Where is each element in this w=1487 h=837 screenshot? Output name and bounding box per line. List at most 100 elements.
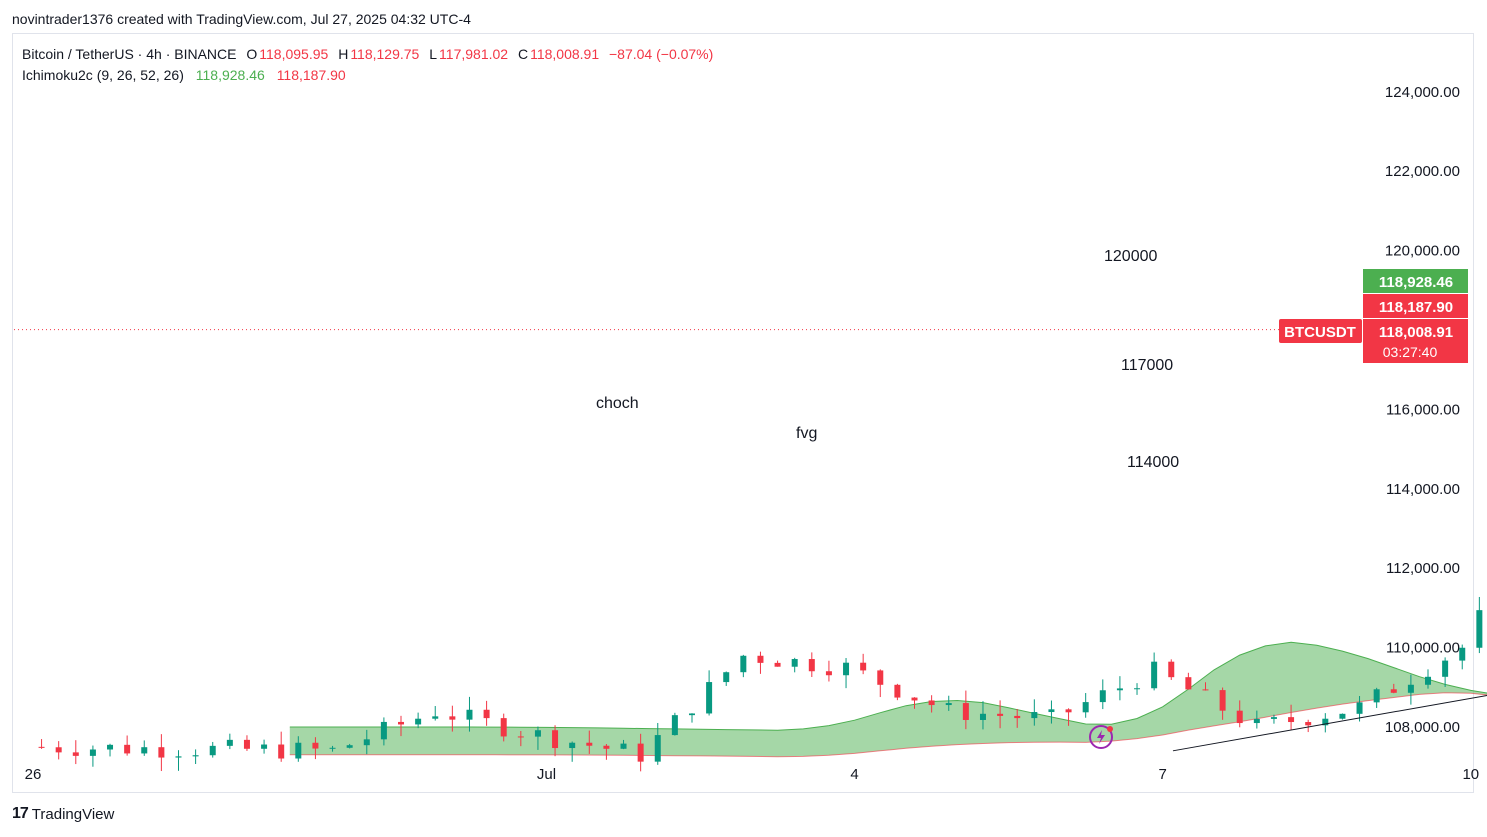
open-label: O <box>246 46 258 62</box>
candle-body <box>620 743 627 749</box>
cloud-area <box>289 642 1487 757</box>
x-tick-label: Jul <box>537 766 556 783</box>
candle-body <box>1134 688 1141 690</box>
candle-body <box>1082 702 1089 713</box>
candle-body <box>825 671 832 676</box>
y-tick-label: 108,000.00 <box>1385 719 1460 736</box>
candle-body <box>808 659 815 672</box>
close-label: C <box>517 46 529 62</box>
indicator-legend: Ichimoku2c (9, 26, 52, 26) 118,928.46 11… <box>22 67 348 83</box>
candle-body <box>757 655 764 663</box>
candle-body <box>552 730 559 749</box>
candle-body <box>979 713 986 720</box>
candle-body <box>449 716 456 720</box>
price-badges: 118,928.46 118,187.90 118,008.91 03:27:4… <box>1279 269 1468 363</box>
candle-body <box>774 662 781 667</box>
flash-icon[interactable] <box>1088 724 1114 750</box>
close-value: 118,008.91 <box>530 46 600 62</box>
candle-body <box>877 670 884 685</box>
candle-body <box>89 749 96 756</box>
countdown-text: 03:27:40 <box>1383 344 1438 360</box>
candle-body <box>843 662 850 676</box>
candle-body <box>637 743 644 762</box>
span-b-badge-text: 118,187.90 <box>1379 299 1453 316</box>
candle-body <box>894 684 901 698</box>
candle-body <box>38 746 45 748</box>
candle-body <box>55 747 62 753</box>
candle-body <box>1459 647 1466 661</box>
zone-label-120000: 120000 <box>1104 248 1157 265</box>
candle-body <box>175 756 182 758</box>
cloud-span-a <box>289 641 1487 731</box>
y-tick-label: 112,000.00 <box>1386 560 1460 577</box>
candle-body <box>1116 688 1123 691</box>
footer-brand: TradingView <box>31 805 115 823</box>
candle-body <box>346 745 353 748</box>
low-value: 117,981.02 <box>439 46 509 62</box>
candle-body <box>107 744 114 750</box>
candle-body <box>1048 709 1055 713</box>
candle-body <box>1425 676 1432 685</box>
candle-body <box>1442 660 1449 677</box>
low-label: L <box>429 46 438 62</box>
candle-body <box>706 682 713 714</box>
candle-body <box>962 703 969 720</box>
candle-body <box>534 730 541 737</box>
zone-label-114000: 114000 <box>1127 454 1179 471</box>
candle-body <box>569 742 576 749</box>
candle-body <box>432 716 439 719</box>
y-tick-label: 116,000.00 <box>1386 401 1460 418</box>
candle-body <box>124 744 131 754</box>
candle-body <box>295 742 302 759</box>
y-tick-label: 114,000.00 <box>1386 481 1460 498</box>
candle-body <box>945 703 952 706</box>
candle-body <box>928 700 935 706</box>
symbol-legend: Bitcoin / TetherUS · 4h · BINANCE O 118,0… <box>22 46 715 62</box>
symbol-tag-text: BTCUSDT <box>1284 324 1356 341</box>
span-a-badge-text: 118,928.46 <box>1379 274 1453 291</box>
candle-body <box>1014 715 1021 719</box>
cloud-span-b <box>289 692 1487 758</box>
header-credit: novintrader1376 created with TradingView… <box>12 11 471 27</box>
indicator-name[interactable]: Ichimoku2c (9, 26, 52, 26) <box>22 67 184 83</box>
candle-body <box>261 744 268 749</box>
candle-body <box>860 662 867 671</box>
y-tick-label: 110,000.00 <box>1386 640 1460 657</box>
candle-body <box>1305 722 1312 726</box>
ichimoku-cloud <box>289 641 1487 758</box>
candle-body <box>209 745 216 756</box>
candle-body <box>1322 718 1329 726</box>
candle-body <box>654 735 661 762</box>
candle-body <box>1407 684 1414 693</box>
x-tick-label: 4 <box>850 766 858 783</box>
candle-body <box>1356 702 1363 714</box>
high-value: 118,129.75 <box>350 46 420 62</box>
last-price-badge-text: 118,008.91 <box>1379 324 1453 341</box>
y-tick-label: 124,000.00 <box>1385 84 1460 101</box>
candle-body <box>997 713 1004 716</box>
span-b-badge <box>1363 294 1468 318</box>
candle-body <box>791 659 798 667</box>
candle-body <box>483 709 490 719</box>
candle-body <box>415 718 422 725</box>
candle-body <box>603 745 610 749</box>
y-tick-label: 122,000.00 <box>1385 163 1460 180</box>
candle-body <box>72 752 79 756</box>
candle-body <box>141 747 148 754</box>
candle-body <box>1236 710 1243 724</box>
last-price-badge <box>1363 319 1468 363</box>
chart-frame <box>12 33 1474 793</box>
candle-body <box>466 709 473 720</box>
candle-body <box>1476 610 1483 648</box>
symbol-name[interactable]: Bitcoin / TetherUS · 4h · BINANCE <box>22 46 237 62</box>
candle-body <box>192 755 199 757</box>
candle-body <box>226 739 233 746</box>
fvg-label: fvg <box>796 425 817 442</box>
candles <box>38 596 1483 772</box>
change-value: −87.04 (−0.07%) <box>609 46 714 62</box>
indicator-value-b: 118,187.90 <box>276 67 346 83</box>
candle-body <box>1373 689 1380 703</box>
candle-body <box>1202 689 1209 691</box>
candle-body <box>1185 677 1192 690</box>
